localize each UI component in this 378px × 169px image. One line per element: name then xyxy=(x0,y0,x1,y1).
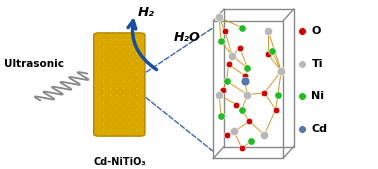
Point xyxy=(222,30,228,32)
Point xyxy=(278,70,284,73)
Point xyxy=(265,30,271,32)
Text: O: O xyxy=(311,26,321,36)
Point xyxy=(229,55,235,57)
Point xyxy=(218,115,224,118)
Point xyxy=(261,92,267,94)
Text: Cd: Cd xyxy=(311,124,327,134)
Point xyxy=(233,103,239,106)
Point xyxy=(261,134,267,136)
Point xyxy=(299,128,305,130)
Point xyxy=(242,80,248,82)
Point xyxy=(231,130,237,133)
Text: H₂O: H₂O xyxy=(174,31,200,44)
Point xyxy=(226,63,232,66)
Point xyxy=(246,120,252,123)
Point xyxy=(273,108,279,111)
Point xyxy=(216,16,222,19)
FancyArrowPatch shape xyxy=(128,21,156,70)
Point xyxy=(220,88,226,91)
Point xyxy=(274,93,280,96)
Point xyxy=(239,108,245,111)
FancyBboxPatch shape xyxy=(94,33,145,136)
Point xyxy=(265,53,271,56)
Text: Ni: Ni xyxy=(311,91,324,101)
Point xyxy=(218,40,224,42)
Point xyxy=(299,95,305,98)
Point xyxy=(237,46,243,49)
Text: Ti: Ti xyxy=(311,58,323,69)
Point xyxy=(269,50,275,52)
Point xyxy=(244,66,250,69)
Point xyxy=(239,26,245,29)
Point xyxy=(216,93,222,96)
Point xyxy=(239,147,245,150)
Point xyxy=(224,134,230,136)
Text: Cd-NiTiO₃: Cd-NiTiO₃ xyxy=(93,157,146,167)
Point xyxy=(242,75,248,77)
Text: H₂: H₂ xyxy=(137,6,154,19)
Point xyxy=(299,62,305,65)
Point xyxy=(299,30,305,32)
Point xyxy=(244,93,250,96)
Text: Ultrasonic: Ultrasonic xyxy=(5,59,65,69)
Point xyxy=(248,140,254,143)
Point xyxy=(224,80,230,82)
